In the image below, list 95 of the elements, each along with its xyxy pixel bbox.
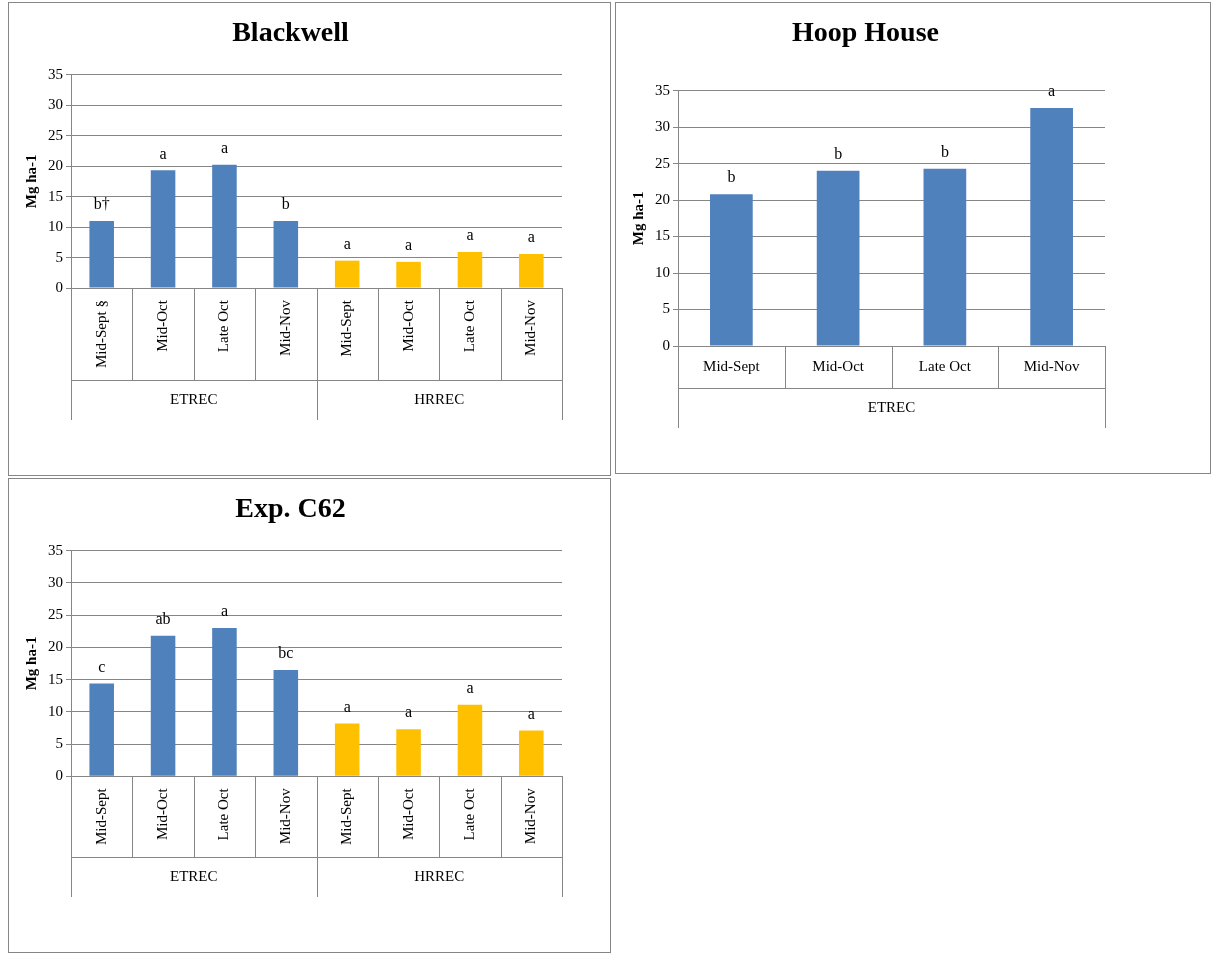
y-tick-label: 10 bbox=[655, 263, 670, 280]
y-tick-label: 25 bbox=[48, 606, 63, 623]
text: HRREC bbox=[414, 867, 465, 884]
y-tick-label: 35 bbox=[48, 65, 63, 82]
y-tick-label: 5 bbox=[55, 248, 63, 265]
x-tick-label: Late Oct bbox=[215, 787, 232, 841]
x-tick-label: Mid-Oct bbox=[399, 299, 416, 352]
data-label: a bbox=[159, 144, 167, 162]
x-tick-label: Mid-Nov bbox=[522, 787, 539, 845]
bar bbox=[334, 260, 360, 288]
text: ETREC bbox=[170, 390, 218, 407]
chart-title: Hoop House bbox=[791, 16, 940, 48]
x-tick-label: Mid-Oct bbox=[154, 299, 170, 352]
data-label: a bbox=[220, 602, 228, 620]
data-label: a bbox=[466, 678, 474, 696]
bar bbox=[89, 220, 114, 288]
y-axis-title: Mg ha-1 bbox=[22, 636, 39, 691]
bar bbox=[150, 635, 176, 776]
x-tick-label: Late Oct bbox=[918, 357, 972, 374]
x-tick-label: Mid-Sept bbox=[703, 357, 761, 374]
data-label: a bbox=[343, 697, 351, 715]
bar bbox=[212, 627, 237, 776]
y-tick-label: 30 bbox=[48, 573, 63, 590]
data-label: b bbox=[834, 145, 843, 163]
data-label: bc bbox=[278, 644, 294, 662]
x-tick-label: Mid-Nov bbox=[276, 299, 293, 356]
x-tick-label: Mid-Sept bbox=[338, 299, 355, 357]
y-tick-label: 15 bbox=[48, 187, 63, 204]
chart-title: Exp. C62 bbox=[235, 492, 346, 524]
y-tick-label: 35 bbox=[655, 81, 670, 98]
y-axis-title: Mg ha-1 bbox=[22, 154, 39, 209]
y-tick-label: 35 bbox=[48, 541, 63, 558]
x-tick-label: Late Oct bbox=[460, 299, 477, 353]
data-label: b bbox=[727, 168, 736, 186]
bar bbox=[710, 194, 753, 346]
data-label: a bbox=[527, 228, 535, 246]
data-label: a bbox=[343, 234, 351, 252]
y-tick-label: 20 bbox=[48, 157, 63, 174]
x-tick-label: Mid-Sept bbox=[338, 787, 355, 845]
bar bbox=[457, 704, 483, 776]
y-tick-label: 15 bbox=[48, 670, 63, 687]
x-tick-label: Mid-Nov bbox=[1023, 357, 1081, 374]
text: ETREC bbox=[867, 398, 916, 415]
bar bbox=[923, 168, 967, 346]
y-tick-label: 30 bbox=[48, 96, 63, 113]
y-tick-label: 30 bbox=[655, 118, 670, 135]
y-tick-label: 20 bbox=[48, 638, 63, 655]
bar bbox=[334, 723, 360, 776]
bar bbox=[212, 164, 237, 288]
data-label: a bbox=[1048, 82, 1056, 100]
data-label: b bbox=[940, 142, 949, 160]
x-tick-label: Mid-Oct bbox=[812, 357, 865, 374]
x-tick-label: Mid-Oct bbox=[154, 787, 170, 840]
bar bbox=[273, 669, 299, 776]
y-tick-label: 0 bbox=[55, 279, 63, 296]
bar bbox=[273, 220, 299, 288]
y-tick-label: 5 bbox=[662, 300, 670, 317]
x-tick-label: Mid-Nov bbox=[276, 787, 293, 845]
bar bbox=[519, 730, 544, 776]
bar bbox=[150, 170, 176, 288]
bar bbox=[457, 252, 483, 288]
data-label: c bbox=[98, 657, 106, 675]
x-tick-label: Mid-Sept bbox=[92, 787, 109, 845]
x-tick-label: Mid-Nov bbox=[522, 299, 539, 356]
data-label: a bbox=[405, 236, 413, 254]
y-tick-label: 10 bbox=[48, 218, 63, 235]
data-label: a bbox=[466, 226, 474, 244]
bar bbox=[519, 253, 544, 288]
x-tick-label: Late Oct bbox=[215, 299, 232, 353]
x-tick-label: Mid-Sept § bbox=[92, 300, 109, 368]
y-tick-label: 25 bbox=[48, 126, 63, 143]
y-tick-label: 10 bbox=[48, 702, 63, 719]
bar bbox=[1030, 108, 1073, 346]
x-tick-label: Mid-Oct bbox=[399, 787, 416, 840]
bar bbox=[816, 170, 860, 346]
y-tick-label: 0 bbox=[662, 336, 670, 353]
data-label: a bbox=[527, 704, 535, 722]
bar bbox=[396, 261, 421, 288]
x-tick-label: Late Oct bbox=[460, 787, 477, 841]
text: ETREC bbox=[170, 867, 218, 884]
data-label: b bbox=[281, 195, 290, 213]
data-label: b† bbox=[93, 195, 110, 213]
y-tick-label: 5 bbox=[55, 735, 63, 752]
y-tick-label: 20 bbox=[655, 190, 670, 207]
data-label: ab bbox=[155, 609, 171, 627]
data-label: a bbox=[220, 139, 228, 157]
bar bbox=[396, 729, 421, 776]
y-tick-label: 15 bbox=[655, 227, 670, 244]
chart-title: Blackwell bbox=[232, 16, 350, 48]
y-axis-title: Mg ha-1 bbox=[629, 191, 646, 246]
data-label: a bbox=[405, 703, 413, 721]
y-tick-label: 25 bbox=[655, 154, 670, 171]
y-tick-label: 0 bbox=[55, 767, 63, 784]
bar bbox=[89, 683, 114, 776]
text: HRREC bbox=[414, 390, 465, 407]
